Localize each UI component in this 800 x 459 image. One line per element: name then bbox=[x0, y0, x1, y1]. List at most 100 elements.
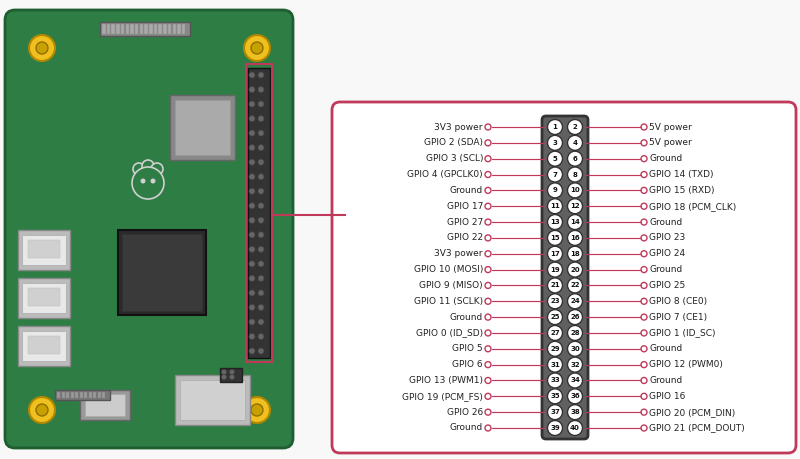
Circle shape bbox=[258, 217, 264, 223]
Bar bbox=[66, 392, 69, 398]
Text: GPIO 22: GPIO 22 bbox=[447, 233, 483, 242]
Text: GPIO 1 (ID_SC): GPIO 1 (ID_SC) bbox=[649, 329, 715, 337]
Bar bbox=[79, 392, 82, 398]
Circle shape bbox=[567, 151, 582, 166]
Text: 35: 35 bbox=[550, 393, 560, 399]
Text: GPIO 5: GPIO 5 bbox=[452, 344, 483, 353]
Text: 23: 23 bbox=[550, 298, 560, 304]
Text: 30: 30 bbox=[570, 346, 580, 352]
Text: GPIO 23: GPIO 23 bbox=[649, 233, 686, 242]
Circle shape bbox=[258, 174, 264, 179]
Circle shape bbox=[567, 135, 582, 151]
Text: 6: 6 bbox=[573, 156, 578, 162]
Circle shape bbox=[485, 140, 491, 146]
Text: GPIO 18 (PCM_CLK): GPIO 18 (PCM_CLK) bbox=[649, 202, 736, 211]
Bar bbox=[220, 368, 242, 382]
Circle shape bbox=[567, 294, 582, 309]
Circle shape bbox=[251, 404, 263, 416]
Circle shape bbox=[485, 124, 491, 130]
Circle shape bbox=[249, 348, 255, 354]
Circle shape bbox=[485, 187, 491, 193]
Circle shape bbox=[249, 72, 255, 78]
Bar bbox=[70, 392, 74, 398]
Circle shape bbox=[641, 124, 647, 130]
Circle shape bbox=[547, 420, 562, 436]
Circle shape bbox=[567, 420, 582, 436]
Circle shape bbox=[547, 151, 562, 166]
Circle shape bbox=[485, 203, 491, 209]
Circle shape bbox=[485, 251, 491, 257]
Text: GPIO 16: GPIO 16 bbox=[649, 392, 686, 401]
Circle shape bbox=[244, 35, 270, 61]
Text: GPIO 17: GPIO 17 bbox=[446, 202, 483, 211]
Circle shape bbox=[230, 375, 234, 380]
Circle shape bbox=[244, 397, 270, 423]
Circle shape bbox=[567, 357, 582, 372]
Bar bbox=[102, 392, 105, 398]
Circle shape bbox=[258, 319, 264, 325]
Circle shape bbox=[567, 325, 582, 341]
Circle shape bbox=[641, 330, 647, 336]
Circle shape bbox=[485, 282, 491, 288]
Text: 1: 1 bbox=[553, 124, 558, 130]
Circle shape bbox=[567, 167, 582, 182]
Bar bbox=[22, 283, 66, 313]
Circle shape bbox=[485, 172, 491, 178]
Circle shape bbox=[547, 294, 562, 309]
Bar bbox=[102, 24, 106, 34]
Text: Ground: Ground bbox=[649, 265, 682, 274]
Bar bbox=[18, 230, 70, 270]
Text: 9: 9 bbox=[553, 187, 558, 193]
Circle shape bbox=[249, 319, 255, 325]
Circle shape bbox=[547, 278, 562, 293]
Circle shape bbox=[230, 369, 234, 375]
Bar bbox=[93, 392, 96, 398]
Text: GPIO 3 (SCL): GPIO 3 (SCL) bbox=[426, 154, 483, 163]
Circle shape bbox=[567, 405, 582, 420]
Text: 25: 25 bbox=[550, 314, 560, 320]
Text: Ground: Ground bbox=[649, 154, 682, 163]
Text: GPIO 10 (MOSI): GPIO 10 (MOSI) bbox=[414, 265, 483, 274]
Circle shape bbox=[547, 405, 562, 420]
Circle shape bbox=[547, 246, 562, 261]
Circle shape bbox=[567, 373, 582, 388]
Bar bbox=[28, 336, 60, 354]
Text: 12: 12 bbox=[570, 203, 580, 209]
Circle shape bbox=[567, 246, 582, 261]
Circle shape bbox=[567, 214, 582, 230]
Text: 16: 16 bbox=[570, 235, 580, 241]
Text: 20: 20 bbox=[570, 267, 580, 273]
Circle shape bbox=[150, 179, 155, 184]
Text: Ground: Ground bbox=[649, 376, 682, 385]
Circle shape bbox=[258, 101, 264, 107]
Text: Ground: Ground bbox=[450, 186, 483, 195]
Circle shape bbox=[567, 230, 582, 246]
Bar bbox=[175, 375, 250, 425]
Circle shape bbox=[29, 397, 55, 423]
Bar bbox=[75, 392, 78, 398]
Circle shape bbox=[249, 101, 255, 107]
Circle shape bbox=[547, 230, 562, 246]
Text: GPIO 6: GPIO 6 bbox=[452, 360, 483, 369]
Text: 10: 10 bbox=[570, 187, 580, 193]
Text: 39: 39 bbox=[550, 425, 560, 431]
Circle shape bbox=[641, 425, 647, 431]
Circle shape bbox=[547, 325, 562, 341]
Circle shape bbox=[485, 156, 491, 162]
Circle shape bbox=[567, 262, 582, 277]
Circle shape bbox=[249, 275, 255, 281]
Bar bbox=[154, 24, 157, 34]
Bar bbox=[57, 392, 60, 398]
Text: GPIO 7 (CE1): GPIO 7 (CE1) bbox=[649, 313, 707, 322]
Circle shape bbox=[641, 393, 647, 399]
Bar bbox=[22, 235, 66, 265]
Text: 14: 14 bbox=[570, 219, 580, 225]
Circle shape bbox=[148, 172, 158, 182]
Text: 26: 26 bbox=[570, 314, 580, 320]
Text: 24: 24 bbox=[570, 298, 580, 304]
Circle shape bbox=[567, 199, 582, 214]
Bar bbox=[246, 64, 272, 362]
FancyBboxPatch shape bbox=[332, 102, 796, 453]
Circle shape bbox=[249, 116, 255, 122]
Circle shape bbox=[567, 183, 582, 198]
